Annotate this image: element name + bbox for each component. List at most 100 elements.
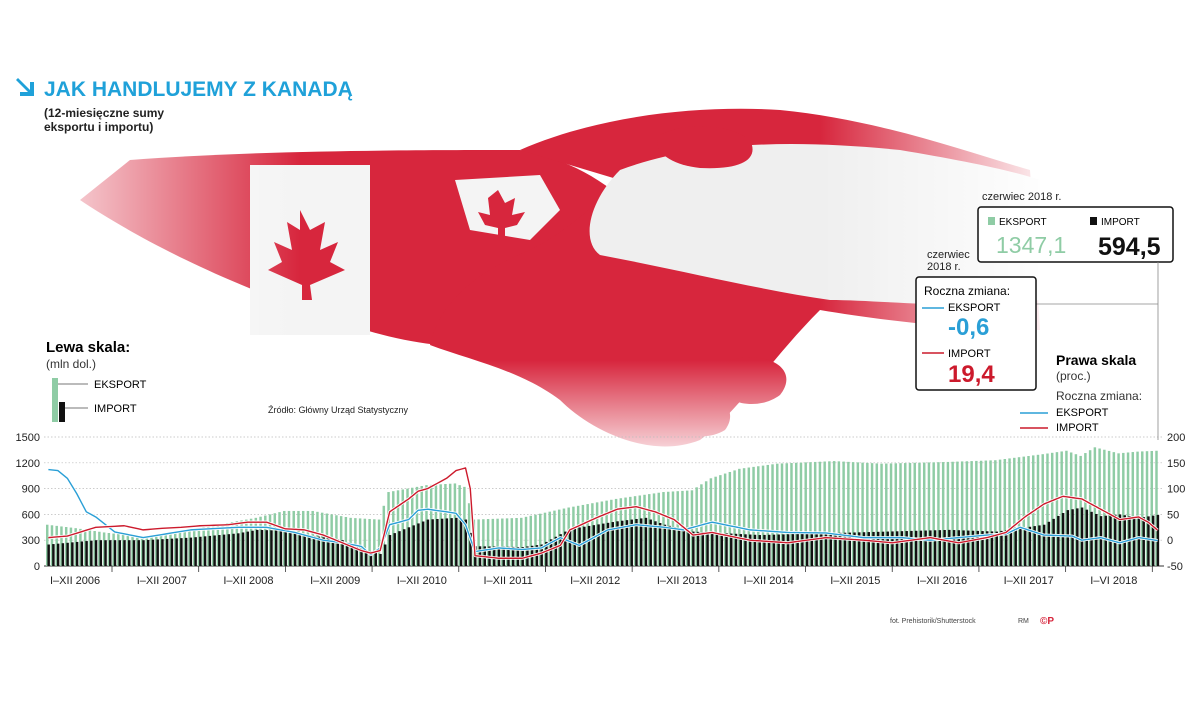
export-bar bbox=[515, 518, 518, 566]
import-bar bbox=[189, 537, 193, 566]
export-bar bbox=[1050, 452, 1054, 566]
import-bar bbox=[379, 553, 382, 566]
export-bar bbox=[1074, 454, 1078, 566]
export-bar bbox=[178, 531, 182, 566]
import-bar bbox=[986, 531, 989, 566]
import-bar bbox=[66, 542, 69, 566]
import-bar bbox=[142, 540, 145, 566]
export-bar bbox=[932, 462, 935, 566]
export-bar bbox=[823, 461, 826, 566]
export-bar bbox=[354, 518, 357, 566]
import-bar bbox=[1132, 516, 1136, 566]
import-bar bbox=[85, 541, 88, 566]
import-bar bbox=[1118, 514, 1122, 566]
import-bar bbox=[767, 534, 771, 566]
import-bar bbox=[293, 532, 297, 566]
callout-levels: czerwiec 2018 r. EKSPORT 1347,1 IMPORT 5… bbox=[977, 191, 1174, 440]
title-block: JAK HANDLUJEMY Z KANADĄ (12-miesięczne s… bbox=[16, 78, 353, 134]
export-bar bbox=[88, 530, 92, 566]
export-bar bbox=[396, 490, 400, 566]
import-bar bbox=[407, 527, 411, 566]
legend-import-swatch bbox=[59, 402, 65, 422]
import-bar bbox=[388, 535, 392, 566]
import-bar bbox=[426, 519, 430, 566]
import-bar bbox=[369, 551, 373, 566]
import-bar bbox=[1028, 526, 1032, 566]
export-bar bbox=[832, 461, 836, 566]
import-bar bbox=[346, 542, 349, 566]
export-bar bbox=[733, 470, 736, 566]
change-export-value: -0,6 bbox=[948, 314, 989, 341]
import-bar bbox=[256, 529, 259, 566]
import-bar bbox=[123, 540, 126, 566]
export-bar bbox=[960, 461, 964, 566]
import-bar bbox=[365, 550, 368, 566]
handshake-illustration bbox=[0, 100, 1060, 470]
import-bar bbox=[1004, 530, 1008, 566]
import-bar bbox=[1038, 525, 1041, 566]
import-bar bbox=[199, 536, 202, 566]
export-bar bbox=[55, 525, 58, 566]
import-bar bbox=[635, 518, 638, 566]
import-bar bbox=[711, 532, 714, 566]
export-bar bbox=[1122, 452, 1125, 566]
export-bar bbox=[491, 518, 495, 566]
import-bar bbox=[611, 522, 614, 566]
photo-credit: fot. Prehistorik/Shutterstock bbox=[890, 618, 976, 625]
import-bar bbox=[213, 535, 216, 566]
import-bar bbox=[208, 535, 212, 566]
export-bar bbox=[619, 498, 623, 566]
import-bar bbox=[554, 536, 558, 566]
import-bar bbox=[621, 520, 624, 566]
export-bar bbox=[927, 462, 931, 566]
export-bar bbox=[1046, 453, 1049, 566]
import-bar bbox=[952, 530, 956, 566]
subtitle-line1: (12-miesięczne sumy bbox=[44, 106, 164, 120]
import-bar bbox=[564, 531, 567, 566]
legend-export-swatch bbox=[52, 378, 58, 422]
export-bars bbox=[46, 447, 1158, 566]
import-bar bbox=[734, 533, 738, 566]
right-tick-label: 100 bbox=[1167, 484, 1185, 496]
export-bar bbox=[1088, 450, 1092, 566]
export-bar bbox=[1022, 456, 1025, 566]
export-bar bbox=[1060, 451, 1063, 566]
export-bar bbox=[264, 515, 267, 566]
import-bar bbox=[1137, 517, 1141, 566]
import-bar bbox=[592, 525, 596, 566]
import-bar bbox=[839, 532, 842, 566]
import-bar bbox=[1052, 518, 1055, 566]
import-bar bbox=[1061, 513, 1065, 566]
import-bar bbox=[222, 534, 226, 566]
import-bar bbox=[431, 519, 434, 566]
import-bar bbox=[317, 536, 321, 566]
export-bar bbox=[813, 461, 817, 566]
import-bar bbox=[919, 530, 923, 566]
import-bar bbox=[203, 536, 207, 566]
export-bar bbox=[1103, 449, 1106, 566]
import-bar bbox=[701, 532, 705, 566]
import-bar bbox=[421, 521, 425, 566]
export-bar bbox=[221, 523, 224, 566]
export-bar bbox=[453, 483, 457, 566]
export-bar bbox=[728, 471, 732, 566]
import-bar bbox=[497, 546, 501, 566]
export-bar bbox=[780, 463, 784, 566]
import-bar bbox=[71, 542, 74, 566]
export-bar bbox=[638, 495, 642, 566]
import-bar bbox=[763, 534, 766, 566]
export-bar bbox=[245, 519, 248, 566]
export-bar bbox=[230, 522, 234, 566]
import-bar bbox=[644, 517, 648, 566]
import-bar bbox=[801, 533, 804, 566]
export-bar bbox=[1013, 457, 1016, 566]
import-bar bbox=[891, 531, 894, 566]
export-bar bbox=[117, 534, 120, 566]
import-bar bbox=[56, 543, 60, 566]
export-bar bbox=[866, 462, 869, 566]
export-bar bbox=[74, 528, 77, 566]
export-change-path bbox=[48, 468, 1158, 556]
export-bar bbox=[586, 504, 589, 566]
export-bar bbox=[1036, 454, 1040, 566]
